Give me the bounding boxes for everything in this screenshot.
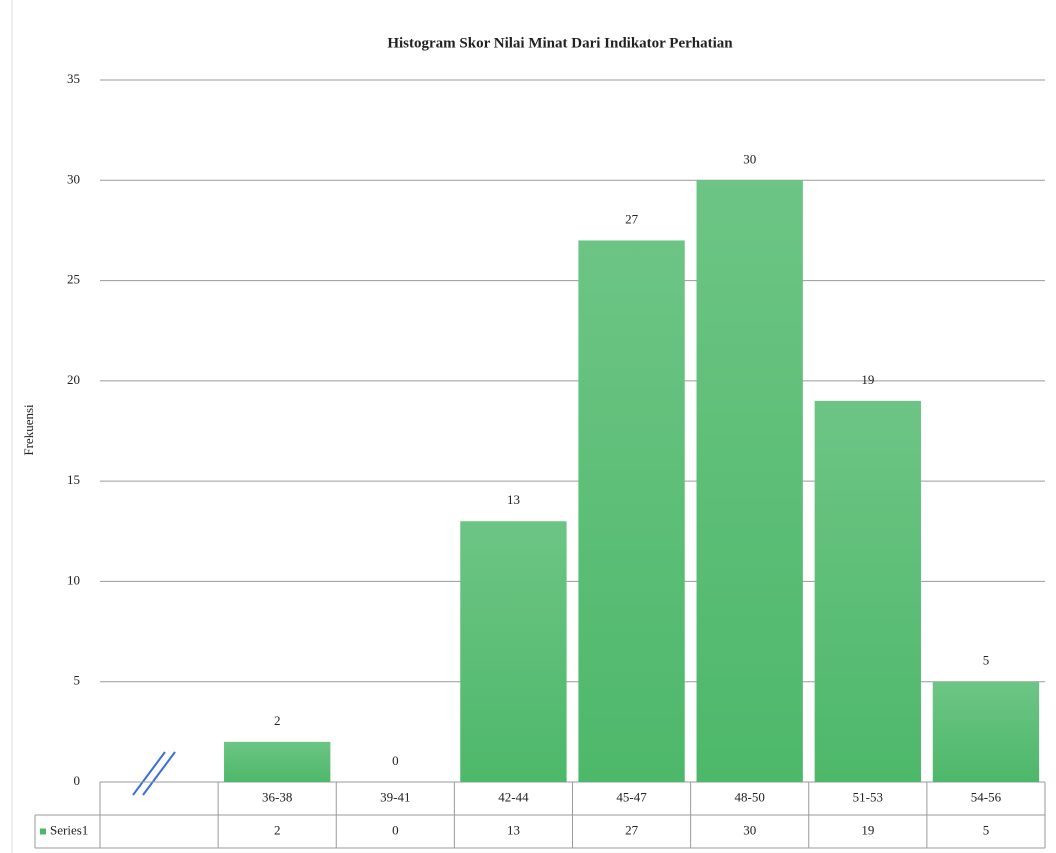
y-tick-label: 20 xyxy=(67,372,80,387)
table-value: 30 xyxy=(743,822,756,837)
data-label: 30 xyxy=(743,151,756,166)
table-value: 0 xyxy=(392,822,399,837)
legend-swatch xyxy=(40,829,46,835)
bar-shade xyxy=(815,401,921,782)
x-tick-label: 54-56 xyxy=(971,789,1002,804)
table-value: 27 xyxy=(625,822,639,837)
bar-shade xyxy=(697,180,803,782)
legend-label: Series1 xyxy=(50,822,88,837)
x-tick-label: 36-38 xyxy=(262,789,292,804)
data-label: 27 xyxy=(625,211,639,226)
y-tick-label: 0 xyxy=(74,773,81,788)
x-tick-label: 51-53 xyxy=(853,789,883,804)
y-tick-label: 15 xyxy=(67,472,80,487)
y-tick-label: 30 xyxy=(67,171,80,186)
x-tick-label: 42-44 xyxy=(498,789,529,804)
table-value: 13 xyxy=(507,822,520,837)
y-tick-label: 35 xyxy=(67,71,80,86)
y-tick-label: 10 xyxy=(67,572,80,587)
data-label: 19 xyxy=(861,372,874,387)
data-label: 0 xyxy=(392,753,399,768)
table-value: 5 xyxy=(983,822,990,837)
bar-shade xyxy=(933,682,1039,782)
x-tick-label: 48-50 xyxy=(735,789,765,804)
bar-shade xyxy=(224,742,330,782)
table-value: 19 xyxy=(861,822,874,837)
x-tick-label: 39-41 xyxy=(380,789,410,804)
y-tick-label: 25 xyxy=(67,272,80,287)
chart: Histogram Skor Nilai Minat Dari Indikato… xyxy=(0,0,1056,853)
y-tick-label: 5 xyxy=(74,673,81,688)
data-label: 13 xyxy=(507,492,520,507)
x-tick-label: 45-47 xyxy=(616,789,647,804)
y-axis-label: Frekuensi xyxy=(21,404,36,456)
bar-shade xyxy=(578,240,684,782)
data-label: 5 xyxy=(983,653,990,668)
table-value: 2 xyxy=(274,822,281,837)
axis-break xyxy=(133,752,175,795)
chart-title: Histogram Skor Nilai Minat Dari Indikato… xyxy=(387,35,733,51)
bar-shade xyxy=(460,521,566,782)
data-label: 2 xyxy=(274,713,281,728)
